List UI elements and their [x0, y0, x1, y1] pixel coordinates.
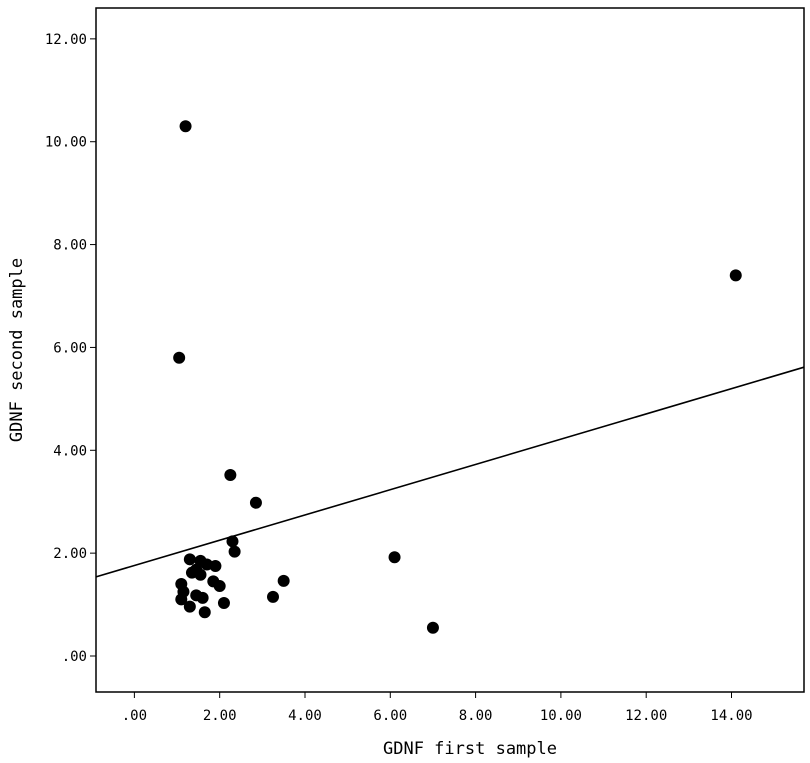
fit-line-group: [95, 366, 805, 578]
data-point: [194, 568, 207, 581]
x-tick-label: 14.00: [710, 708, 752, 724]
y-tick-label: .00: [62, 649, 87, 665]
x-tick-label: 6.00: [373, 708, 407, 724]
x-axis: .00 2.00 4.00 6.00 8.00 10.00 12.00 14.00: [122, 692, 753, 724]
y-tick-label: 12.00: [45, 32, 87, 48]
data-point: [173, 351, 186, 364]
y-axis-title: GDNF second sample: [7, 258, 27, 442]
data-point: [267, 590, 279, 603]
data-point: [426, 621, 439, 634]
y-tick-label: 6.00: [53, 340, 87, 356]
data-point: [183, 600, 196, 613]
data-point: [213, 580, 226, 593]
data-point: [175, 593, 188, 606]
data-point: [729, 269, 742, 282]
x-tick-label: 12.00: [625, 708, 667, 724]
data-point: [196, 591, 209, 604]
y-axis: .00 2.00 4.00 6.00 8.00 10.00 12.00: [45, 32, 96, 665]
data-points: [173, 120, 742, 634]
y-tick-label: 4.00: [53, 443, 87, 459]
data-point: [277, 574, 290, 587]
data-point: [226, 535, 239, 548]
data-point: [249, 496, 262, 509]
x-axis-title: GDNF first sample: [383, 739, 557, 759]
y-tick-label: 8.00: [53, 238, 87, 254]
data-point: [224, 468, 237, 481]
plot-area: [95, 7, 805, 693]
x-tick-label: 2.00: [203, 708, 237, 724]
data-point: [183, 553, 196, 566]
x-tick-label: .00: [122, 708, 147, 724]
data-point: [388, 551, 401, 564]
fit-line: [95, 366, 805, 578]
data-point: [209, 560, 222, 572]
data-point: [217, 597, 230, 610]
x-tick-label: 10.00: [540, 708, 582, 724]
y-tick-label: 10.00: [45, 135, 87, 151]
data-point: [198, 606, 211, 619]
data-point: [179, 120, 192, 133]
data-point: [228, 545, 241, 558]
x-tick-label: 8.00: [459, 708, 493, 724]
x-tick-label: 4.00: [288, 708, 322, 724]
y-tick-label: 2.00: [53, 546, 87, 562]
